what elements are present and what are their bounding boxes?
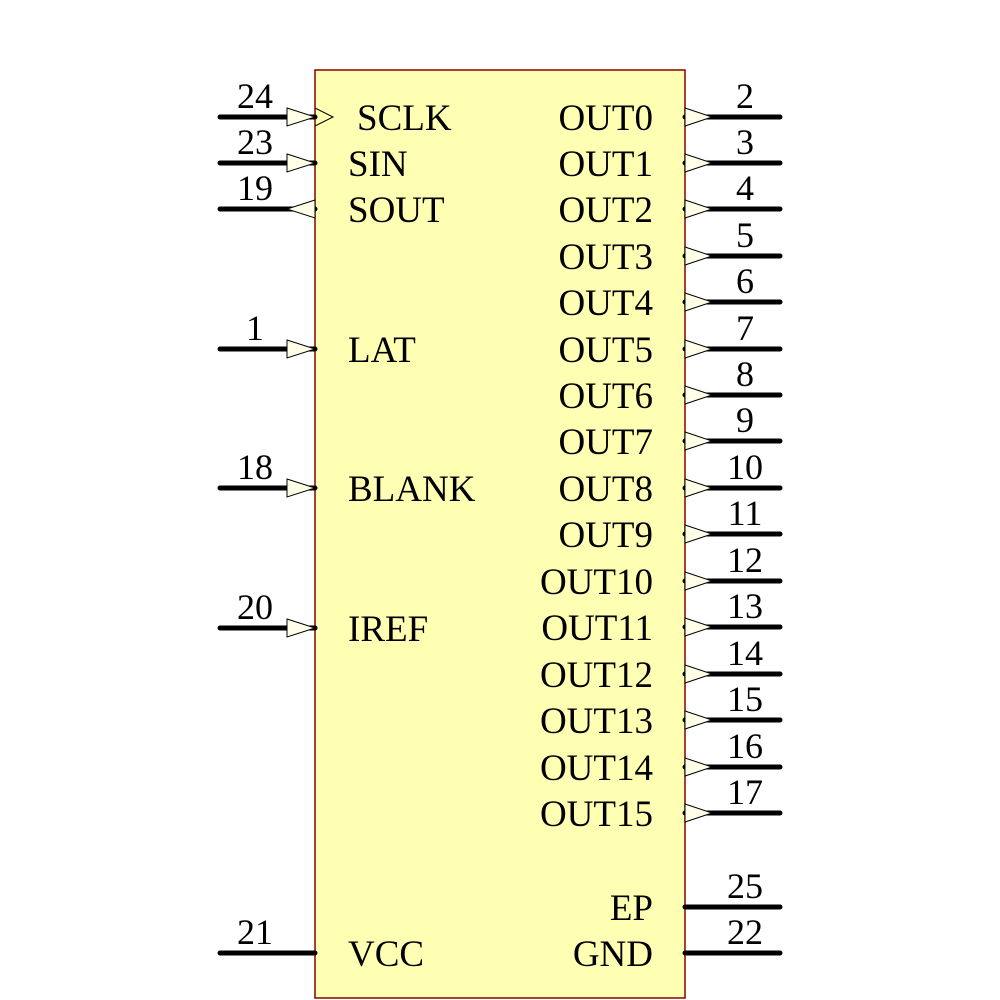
pin-label: OUT14 bbox=[540, 748, 653, 789]
output-arrow-icon bbox=[684, 385, 714, 405]
clock-icon bbox=[314, 107, 335, 127]
pin-number: 12 bbox=[727, 540, 763, 580]
pin-label: LAT bbox=[348, 330, 416, 371]
input-arrow-icon bbox=[286, 618, 317, 638]
pin-label: OUT11 bbox=[541, 608, 653, 649]
pin-label: OUT3 bbox=[558, 237, 653, 278]
pin-number: 13 bbox=[727, 586, 763, 626]
pin-number: 8 bbox=[736, 354, 754, 394]
pin-label: OUT15 bbox=[540, 794, 653, 835]
pin-label: OUT7 bbox=[558, 422, 653, 463]
pin-number: 24 bbox=[237, 76, 273, 116]
pin-label: VCC bbox=[348, 934, 424, 975]
pin-number: 19 bbox=[237, 168, 273, 208]
pin-label: OUT0 bbox=[558, 98, 653, 139]
pin-number: 2 bbox=[736, 76, 754, 116]
pin-number: 15 bbox=[727, 679, 763, 719]
pin-number: 17 bbox=[727, 772, 763, 812]
pin-number: 1 bbox=[246, 308, 264, 348]
pin-label: OUT9 bbox=[558, 515, 653, 556]
pin-number: 5 bbox=[736, 215, 754, 255]
output-arrow-icon bbox=[684, 292, 714, 312]
pin-label: EP bbox=[610, 888, 653, 929]
output-arrow-icon bbox=[684, 478, 714, 498]
input-arrow-icon bbox=[286, 107, 317, 127]
output-arrow-icon bbox=[684, 617, 714, 637]
output-arrow-icon bbox=[684, 246, 714, 266]
pin-number: 6 bbox=[736, 261, 754, 301]
output-arrow-icon bbox=[684, 199, 714, 219]
pin-number: 18 bbox=[237, 447, 273, 487]
output-arrow-icon bbox=[684, 664, 714, 684]
output-arrow-icon bbox=[684, 107, 714, 127]
pin-label: SIN bbox=[348, 144, 408, 185]
pin-label: BLANK bbox=[348, 469, 476, 510]
output-arrow-icon bbox=[684, 803, 714, 823]
pin-number: 10 bbox=[727, 447, 763, 487]
output-arrow-icon bbox=[684, 339, 714, 359]
ic-body bbox=[314, 69, 686, 999]
pin-label: OUT6 bbox=[558, 376, 653, 417]
pin-number: 16 bbox=[727, 726, 763, 766]
output-arrow-icon bbox=[285, 199, 316, 219]
output-arrow-icon bbox=[684, 710, 714, 730]
pin-number: 23 bbox=[237, 122, 273, 162]
pin-number: 14 bbox=[727, 633, 763, 673]
pin-label: SCLK bbox=[357, 98, 452, 139]
input-arrow-icon bbox=[286, 339, 317, 359]
output-arrow-icon bbox=[684, 757, 714, 777]
output-arrow-icon bbox=[684, 153, 714, 173]
pin-label: OUT12 bbox=[540, 655, 653, 696]
pin-label: OUT5 bbox=[558, 330, 653, 371]
pin-number: 7 bbox=[736, 308, 754, 348]
pin-number: 22 bbox=[727, 912, 763, 952]
input-arrow-icon bbox=[286, 478, 317, 498]
pin-label: OUT2 bbox=[558, 190, 653, 231]
pin-label: OUT1 bbox=[558, 144, 653, 185]
pin-number: 21 bbox=[237, 912, 273, 952]
input-arrow-icon bbox=[286, 153, 317, 173]
pin-label: OUT10 bbox=[540, 562, 653, 603]
pin-number: 4 bbox=[736, 168, 754, 208]
pin-label: SOUT bbox=[348, 190, 445, 231]
pin-number: 20 bbox=[237, 587, 273, 627]
output-arrow-icon bbox=[684, 431, 714, 451]
pin-number: 25 bbox=[727, 866, 763, 906]
pin-label: OUT13 bbox=[540, 701, 653, 742]
output-arrow-icon bbox=[684, 524, 714, 544]
pin-label: IREF bbox=[348, 609, 428, 650]
pin-label: OUT4 bbox=[558, 283, 653, 324]
pin-label: OUT8 bbox=[558, 469, 653, 510]
pin-number: 9 bbox=[736, 400, 754, 440]
pin-number: 11 bbox=[728, 493, 763, 533]
output-arrow-icon bbox=[684, 571, 714, 591]
pin-label: GND bbox=[573, 934, 653, 975]
pin-number: 3 bbox=[736, 122, 754, 162]
